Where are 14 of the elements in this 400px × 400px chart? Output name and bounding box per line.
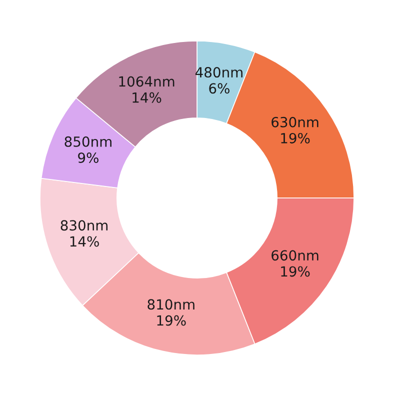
- slice-label: 830nm: [60, 220, 108, 231]
- slice-label: 630nm: [272, 116, 318, 128]
- data-label: 14%: [70, 236, 99, 247]
- slice-label: 480nm: [195, 67, 242, 78]
- data-label: 9%: [78, 152, 98, 163]
- slice-label: 810nm: [148, 299, 194, 310]
- slice-label: 660nm: [272, 250, 318, 261]
- data-label: 19%: [157, 315, 186, 326]
- slice-label: 850nm: [64, 136, 112, 147]
- data-label: 14%: [132, 92, 162, 103]
- data-label: 19%: [281, 266, 310, 277]
- slice-label: 1064nm: [119, 76, 174, 87]
- data-label: 6%: [209, 83, 230, 94]
- data-label: 19%: [281, 132, 310, 144]
